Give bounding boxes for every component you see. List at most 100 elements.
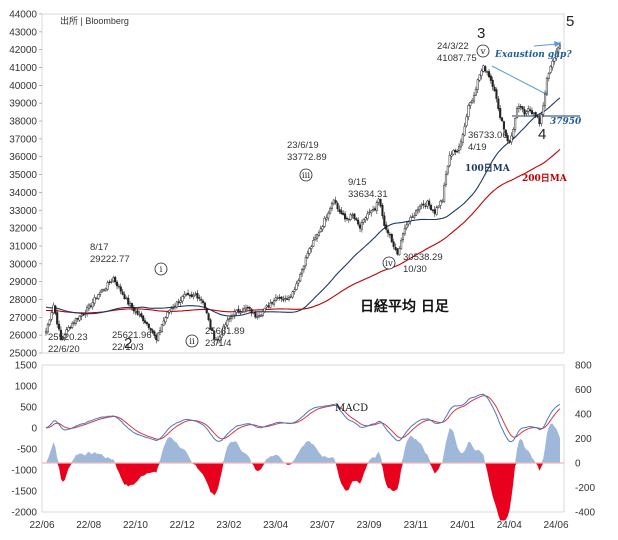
candle xyxy=(67,325,70,332)
candle xyxy=(198,294,201,302)
price-y-tick-label: 35000 xyxy=(9,170,37,181)
price-y-tick-label: 29000 xyxy=(9,277,37,288)
candle xyxy=(306,250,309,259)
price-y-tick-label: 37000 xyxy=(9,134,37,145)
candle xyxy=(87,303,91,311)
candle xyxy=(117,283,120,289)
candle xyxy=(125,296,128,300)
candle xyxy=(314,233,317,241)
price-annotation: 41087.75 xyxy=(437,53,477,64)
candle xyxy=(233,308,236,319)
candle xyxy=(95,296,98,300)
candle xyxy=(229,313,233,323)
candle xyxy=(499,105,502,121)
candle xyxy=(538,113,541,127)
wave-roman-label: i xyxy=(160,265,163,275)
candle xyxy=(209,318,212,331)
macd-left-tick-label: 1000 xyxy=(15,382,38,393)
candle xyxy=(471,98,474,104)
candle xyxy=(59,326,63,342)
candle xyxy=(529,106,532,113)
candle xyxy=(549,65,552,75)
candle xyxy=(394,243,397,252)
wave-roman-circle xyxy=(476,44,490,58)
x-tick-label: 24/06 xyxy=(543,520,568,531)
price-annotation: 36733.06 xyxy=(468,130,508,141)
candle xyxy=(474,86,477,97)
candle xyxy=(218,334,221,344)
candle xyxy=(203,301,206,310)
macd-right-tick-label: -400 xyxy=(575,508,595,519)
candle xyxy=(519,103,522,111)
candle xyxy=(239,309,242,315)
candle xyxy=(323,216,326,229)
candle xyxy=(497,95,500,112)
candle xyxy=(381,203,384,220)
wave-roman-circle xyxy=(299,168,313,182)
candle xyxy=(130,302,134,311)
candle xyxy=(476,78,479,94)
candle xyxy=(456,148,459,153)
price-y-tick-label: 32000 xyxy=(9,224,37,235)
candle xyxy=(521,105,524,113)
candle xyxy=(215,337,218,341)
candle xyxy=(478,74,481,83)
candle xyxy=(50,309,53,322)
candle xyxy=(450,151,453,160)
price-annotation: 22/6/20 xyxy=(48,344,80,355)
candle xyxy=(63,332,66,342)
candle xyxy=(138,310,141,318)
candle xyxy=(315,233,319,242)
candle xyxy=(86,304,89,317)
candle xyxy=(504,128,507,138)
price-annotation: 29222.77 xyxy=(90,254,130,265)
candle xyxy=(263,307,266,314)
candle xyxy=(104,287,107,292)
candle xyxy=(276,295,279,301)
x-tick-label: 22/08 xyxy=(76,520,101,531)
wave-label: 4 xyxy=(538,126,546,143)
candle xyxy=(155,333,158,344)
candle xyxy=(185,292,188,297)
ma200-label: 200日MA xyxy=(522,173,568,184)
candle xyxy=(416,206,419,215)
candle xyxy=(61,335,64,341)
x-tick-label: 23/07 xyxy=(310,520,335,531)
price-y-tick-label: 30000 xyxy=(9,259,37,270)
candle xyxy=(91,298,94,310)
candle xyxy=(444,170,448,188)
candle xyxy=(489,73,492,84)
x-tick-label: 23/09 xyxy=(357,520,382,531)
candle xyxy=(115,279,119,290)
candle xyxy=(170,306,173,315)
x-tick-label: 22/06 xyxy=(29,520,54,531)
candle xyxy=(379,198,382,208)
wave-roman-circle xyxy=(154,262,168,276)
candle xyxy=(291,290,294,299)
candle xyxy=(370,209,373,217)
candle xyxy=(304,255,307,269)
candle xyxy=(164,316,167,325)
candle xyxy=(216,335,220,344)
candle xyxy=(486,70,489,76)
candle xyxy=(194,291,197,297)
candle xyxy=(280,296,283,303)
candle xyxy=(437,205,440,209)
candle xyxy=(188,293,191,299)
candle xyxy=(183,290,186,299)
candle xyxy=(401,232,405,243)
candle xyxy=(458,143,461,154)
candle xyxy=(431,209,434,213)
candle xyxy=(368,208,371,215)
candle xyxy=(200,296,203,305)
x-tick-label: 22/10 xyxy=(123,520,148,531)
candle xyxy=(418,204,421,213)
candle xyxy=(459,138,462,151)
candle xyxy=(121,288,124,296)
candle xyxy=(101,288,104,294)
candle xyxy=(392,238,395,250)
candle xyxy=(532,112,535,117)
candle xyxy=(241,307,244,314)
wave-roman-label: v xyxy=(480,47,486,57)
candle xyxy=(362,218,365,225)
